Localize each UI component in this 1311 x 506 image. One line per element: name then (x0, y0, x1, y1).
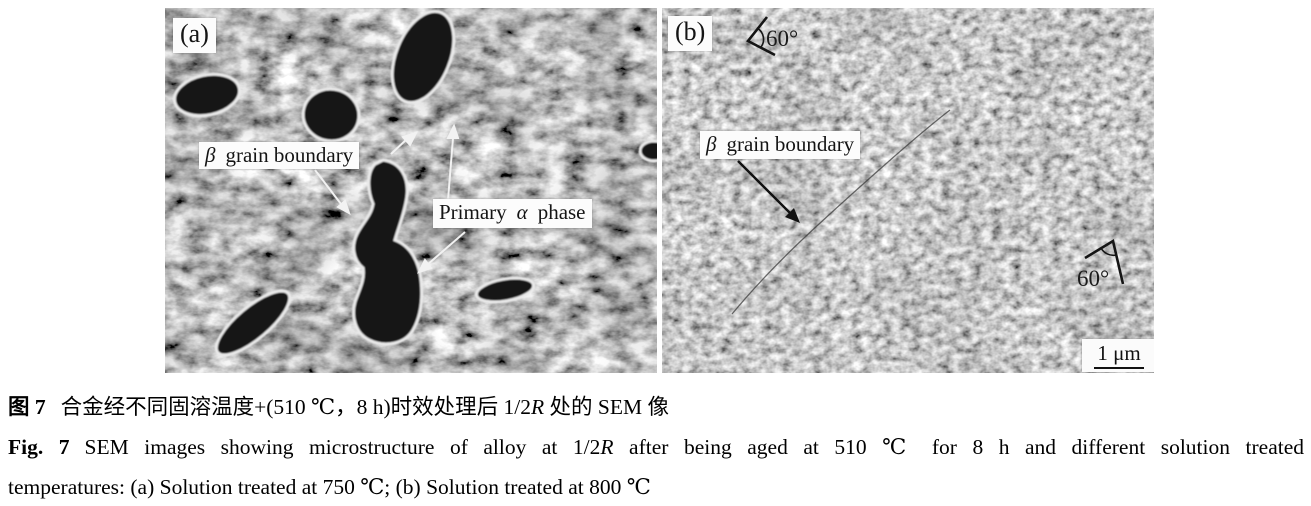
sem-micrograph-panel-a: (a) β grain boundary Primary α phase (165, 8, 657, 373)
beta-boundary-arrows (314, 131, 418, 216)
panel-a-label: (a) (173, 18, 216, 53)
caption-en-subcaptions: temperatures: (a) Solution treated at 75… (8, 475, 651, 499)
arrow-alpha-down-line (426, 231, 466, 266)
caption-zh-italic-r: R (531, 395, 545, 419)
arrow-beta-upper-line (390, 138, 408, 155)
arrow-alpha-down-head (417, 258, 433, 274)
sem-texture-a (165, 8, 657, 373)
caption-en-text-after: after being aged at 510 ℃ for 8 h and di… (613, 435, 1304, 459)
caption-en-figure-number: Fig. 7 (8, 435, 70, 459)
beta-label-text: grain boundary (225, 143, 354, 167)
angle-bottom-lines (1084, 238, 1125, 285)
arrow-beta-upper-head (401, 131, 418, 147)
arrow-beta-lower-head (336, 199, 351, 216)
panel-a-beta-grain-boundary-label: β grain boundary (199, 142, 360, 169)
arrow-beta-lower-line (314, 169, 342, 205)
beta-symbol: β (205, 143, 216, 167)
arrow-b-head (785, 208, 800, 223)
panel-a-primary-alpha-label: Primary α phase (433, 199, 592, 228)
primary-alpha-arrows (417, 123, 466, 274)
alpha-symbol: α (516, 200, 528, 224)
beta-label-text: grain boundary (726, 132, 855, 156)
primary-label-prefix: Primary (439, 200, 507, 224)
angle-top-lines (746, 16, 776, 57)
caption-en-text: SEM images showing microstructure of all… (84, 435, 601, 459)
caption-zh-text: 合金经不同固溶温度+(510 ℃，8 h)时效处理后 1/2 (60, 395, 531, 419)
caption-chinese: 图 7 合金经不同固溶温度+(510 ℃，8 h)时效处理后 1/2R 处的 SE… (8, 387, 1304, 427)
caption-zh-text-after: 处的 SEM 像 (544, 395, 669, 419)
caption-english-line2: temperatures: (a) Solution treated at 75… (8, 467, 1304, 506)
scale-bar: 1 μm (1082, 339, 1154, 372)
panel-b-label: (b) (668, 16, 713, 51)
sem-micrograph-panel-b: 60° 60° (b) β grain boundary 1 μm (662, 8, 1154, 373)
arrow-alpha-up-head (446, 123, 460, 139)
angle-bottom-arc (1100, 247, 1117, 257)
beta-boundary-arrow-b (737, 160, 800, 223)
panel-b-beta-grain-boundary-label: β grain boundary (700, 131, 861, 159)
primary-alpha-phase-blobs (172, 9, 657, 357)
caption-zh-figure-number: 图 7 (8, 395, 46, 419)
grain-boundary-trace-line (731, 109, 951, 315)
angle-top-value: 60° (766, 26, 798, 51)
scale-bar-value: 1 μm (1094, 342, 1144, 369)
beta-symbol: β (706, 132, 717, 156)
sem-texture-b: 60° 60° (662, 8, 1154, 373)
primary-label-suffix: phase (537, 200, 586, 224)
caption-english-line1: Fig. 7 SEM images showing microstructure … (8, 427, 1304, 467)
angle-top-arc (756, 27, 765, 48)
angle-bottom-value: 60° (1077, 266, 1109, 291)
figure-caption: 图 7 合金经不同固溶温度+(510 ℃，8 h)时效处理后 1/2R 处的 SE… (8, 387, 1304, 506)
angle-marker-top (746, 16, 776, 57)
angle-marker-bottom (1084, 238, 1125, 285)
caption-en-italic-r: R (600, 435, 614, 459)
arrow-alpha-up-line (447, 137, 454, 201)
arrow-b-line (737, 160, 791, 214)
sem-noise-background-b (662, 8, 1154, 373)
